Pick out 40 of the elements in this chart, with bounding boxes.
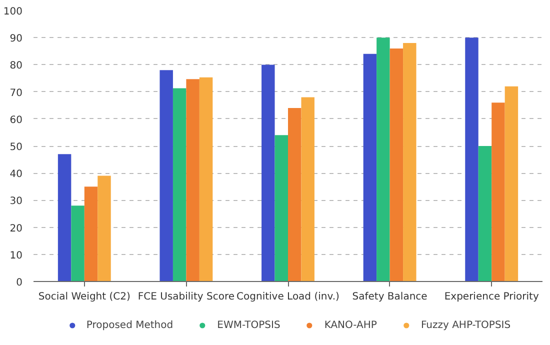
bar — [98, 176, 111, 282]
bar — [465, 38, 478, 282]
y-tick-label: 50 — [10, 142, 23, 153]
bar — [504, 86, 518, 282]
bar — [172, 88, 186, 282]
bar — [274, 135, 288, 282]
y-tick-label: 30 — [10, 196, 23, 208]
legend-label: KANO-AHP — [324, 320, 377, 330]
legend-label: Fuzzy AHP-TOPSIS — [420, 320, 511, 330]
bar — [390, 48, 404, 282]
y-tick-label: 20 — [10, 223, 23, 234]
bar — [71, 206, 84, 282]
bar — [199, 77, 213, 282]
y-tick-label: 100 — [3, 6, 23, 18]
bar — [262, 64, 275, 282]
x-tick-label: Experience Priority — [444, 292, 539, 302]
x-tick-label: Cognitive Load (inv.) — [236, 292, 340, 302]
bar — [376, 38, 390, 282]
bar — [478, 146, 492, 282]
bar — [58, 154, 72, 282]
bar — [403, 43, 416, 282]
bar — [186, 79, 200, 282]
legend-label: Proposed Method — [86, 320, 174, 330]
y-tick-label: 60 — [10, 114, 23, 126]
y-tick-label: 90 — [10, 34, 23, 45]
bar — [492, 102, 505, 282]
y-tick-label: 0 — [16, 278, 23, 288]
y-tick-label: 40 — [10, 169, 23, 180]
legend-label: EWM-TOPSIS — [217, 320, 280, 330]
y-tick-label: 10 — [10, 250, 23, 262]
y-tick-label: 70 — [10, 88, 23, 99]
bar — [84, 186, 98, 282]
x-tick-label: Safety Balance — [352, 292, 428, 302]
bar — [288, 108, 302, 282]
bar — [160, 70, 173, 282]
x-tick-label: FCE Usability Score — [138, 292, 235, 302]
bar — [363, 54, 377, 282]
x-tick-label: Social Weight (C2) — [38, 292, 130, 302]
bar — [301, 97, 314, 282]
y-tick-label: 80 — [10, 60, 23, 72]
